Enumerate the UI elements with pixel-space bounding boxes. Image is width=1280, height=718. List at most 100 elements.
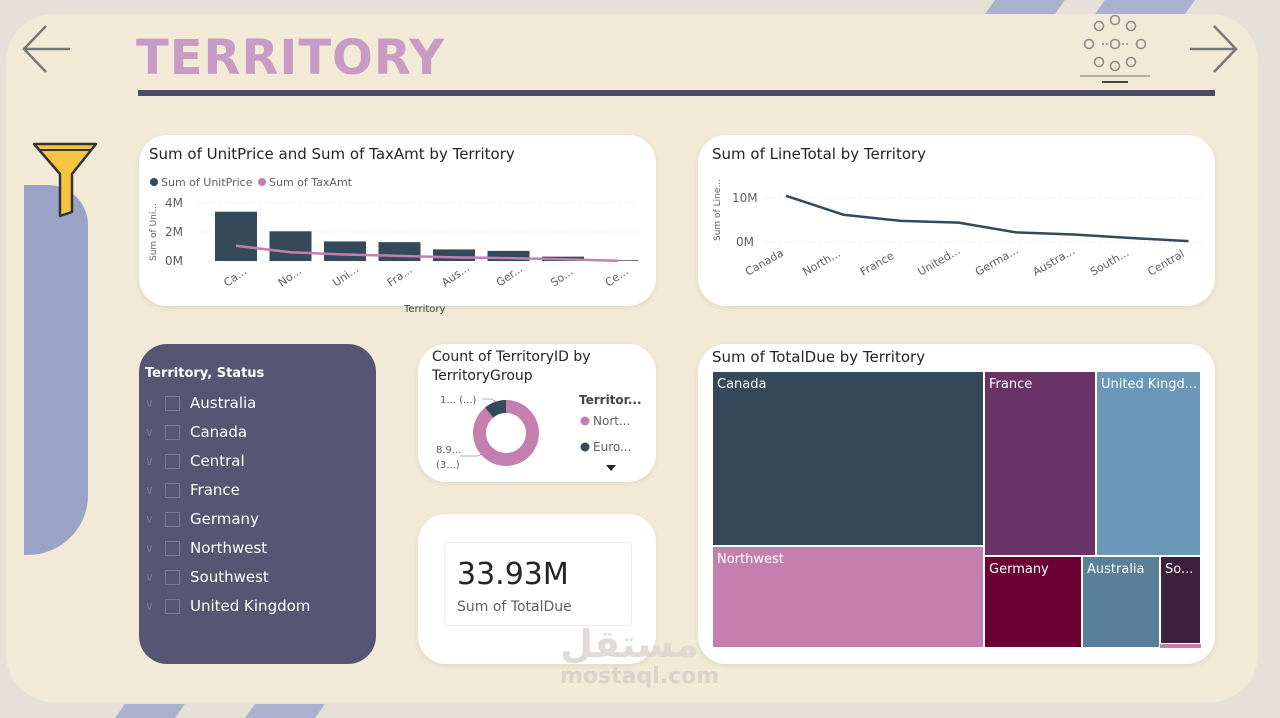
arrow-right-icon[interactable] [1186,22,1240,76]
treemap-label-northwest: Northwest [717,552,784,567]
funnel-icon[interactable] [32,140,98,218]
checkbox[interactable] [165,569,180,585]
bar-chart-card[interactable]: Sum of UnitPrice and Sum of TaxAmt by Te… [139,135,656,306]
line-x-tick-label: United... [916,244,963,279]
donut-title-line2: TerritoryGroup [432,368,533,384]
line-x-tick-label: Central [1146,247,1187,278]
treemap-cell-southwest[interactable]: So... [1160,556,1201,644]
bar-x-tick-label: No... [276,264,304,289]
line-y-tick-10m: 10M [732,191,758,205]
treemap-label-germany: Germany [989,562,1049,577]
watermark-arabic: مستقل [560,622,699,666]
donut-slice[interactable] [484,400,506,418]
donut-legend-marker-europe [580,442,590,452]
bar-unitprice[interactable] [269,231,312,261]
bar-y-axis-label: Sum of Uni... [149,203,159,261]
donut-legend-label-north: Nort... [593,414,630,428]
chevron-down-icon[interactable]: ∨ [145,425,154,439]
watermark: مستقل mostaql.com [560,624,719,689]
treemap-cell-northwest[interactable]: Northwest [712,546,984,648]
bar-y-tick-4m: 4M [165,196,183,210]
title-underline [138,90,1215,96]
slicer-item-label: Germany [190,510,259,528]
donut-legend-marker-north [580,416,590,426]
checkbox[interactable] [165,424,180,440]
slicer-item-central[interactable]: ∨ Central [145,448,355,474]
bar-x-tick-label: Ce... [603,264,631,289]
chevron-down-icon[interactable]: ∨ [145,396,154,410]
chevron-down-icon[interactable]: ∨ [145,483,154,497]
slicer-item-canada[interactable]: ∨ Canada [145,419,355,445]
slicer-item-germany[interactable]: ∨ Germany [145,506,355,532]
page-title: TERRITORY [136,30,445,86]
checkbox[interactable] [165,511,180,527]
slicer-item-australia[interactable]: ∨ Australia [145,390,355,416]
map-pins-network-icon [1080,14,1150,83]
bottom-stripe-2 [245,704,325,718]
treemap-cell-australia[interactable]: Australia [1082,556,1160,648]
bar-chart-title: Sum of UnitPrice and Sum of TaxAmt by Te… [149,145,515,163]
bar-x-tick-label: Ger... [494,262,525,289]
donut-legend-label-europe: Euro... [593,440,631,454]
territory-slicer[interactable]: Territory, Status ∨ Australia ∨ Canada ∨ Cent… [139,344,376,664]
chevron-down-icon[interactable]: ∨ [145,599,154,613]
slicer-title: Territory, Status [145,366,265,381]
chevron-down-icon[interactable]: ∨ [145,570,154,584]
bar-x-tick-label: Uni... [330,262,361,289]
line-chart-plot: Sum of Line... 10M 0M Canada North... Fran… [713,179,1203,279]
slicer-item-france[interactable]: ∨ France [145,477,355,503]
bar-unitprice[interactable] [215,211,257,261]
checkbox[interactable] [165,540,180,556]
donut-slice[interactable] [473,400,539,466]
donut-chart-plot: 1... (...) 8.9... (3...) Territor... Nor… [436,393,642,471]
chevron-down-icon[interactable]: ∨ [145,541,154,555]
checkbox[interactable] [165,453,180,469]
line-linetotal[interactable] [785,194,1189,243]
side-wave [24,185,88,555]
checkbox[interactable] [165,598,180,614]
treemap-label-united-kingdom: United Kingd... [1101,377,1198,392]
line-chart-title: Sum of LineTotal by Territory [712,145,927,163]
line-x-tick-label: Canada [743,246,786,278]
slicer-item-united-kingdom[interactable]: ∨ United Kingdom [145,593,355,619]
bar-x-tick-label: Fra... [385,263,415,289]
watermark-text: mostaql.com [560,664,720,689]
treemap-card[interactable]: Sum of TotalDue by Territory Canada Fran… [698,344,1215,664]
treemap-label-australia: Australia [1087,562,1145,577]
bar-x-tick-label: Ca... [221,265,249,290]
bar-unitprice[interactable] [378,242,421,261]
line-x-tick-label: Austra... [1031,244,1078,278]
donut-chart-card[interactable]: Count of TerritoryID by TerritoryGroup 1… [418,344,656,482]
donut-label-bottom-2: (3...) [436,460,460,471]
slicer-item-label: Southwest [190,568,269,586]
checkbox[interactable] [165,482,180,498]
bar-unitprice[interactable] [433,249,475,261]
bar-unitprice[interactable] [487,250,530,261]
bar-y-tick-2m: 2M [165,225,183,239]
line-taxamt[interactable] [235,244,618,262]
slicer-item-southwest[interactable]: ∨ Southwest [145,564,355,590]
donut-title-line1: Count of TerritoryID by [432,349,591,365]
arrow-left-icon[interactable] [20,22,74,76]
treemap-cell-france[interactable]: France [984,371,1096,556]
slicer-item-label: Australia [190,394,257,412]
legend-label-taxamt: Sum of TaxAmt [269,176,353,189]
slicer-item-label: United Kingdom [190,597,311,615]
line-x-tick-label: South... [1088,246,1131,278]
treemap-cell-germany[interactable]: Germany [984,556,1082,648]
donut-label-bottom-1: 8.9... [436,445,461,456]
slicer-item-northwest[interactable]: ∨ Northwest [145,535,355,561]
slicer-item-label: Canada [190,423,248,441]
treemap-cell-united-kingdom[interactable]: United Kingd... [1096,371,1201,556]
chevron-down-icon[interactable]: ∨ [145,512,154,526]
donut-label-top: 1... (...) [440,395,477,406]
donut-legend-title: Territor... [579,393,642,407]
kpi-label: Sum of TotalDue [457,599,572,615]
treemap-cell-central[interactable] [1160,644,1201,648]
chevron-down-icon[interactable]: ∨ [145,454,154,468]
legend-scroll-down-icon[interactable] [606,465,616,471]
line-chart-card[interactable]: Sum of LineTotal by Territory Sum of Lin… [698,135,1215,306]
treemap-cell-canada[interactable]: Canada [712,371,984,546]
checkbox[interactable] [165,395,180,411]
bar-unitprice[interactable] [324,241,366,261]
